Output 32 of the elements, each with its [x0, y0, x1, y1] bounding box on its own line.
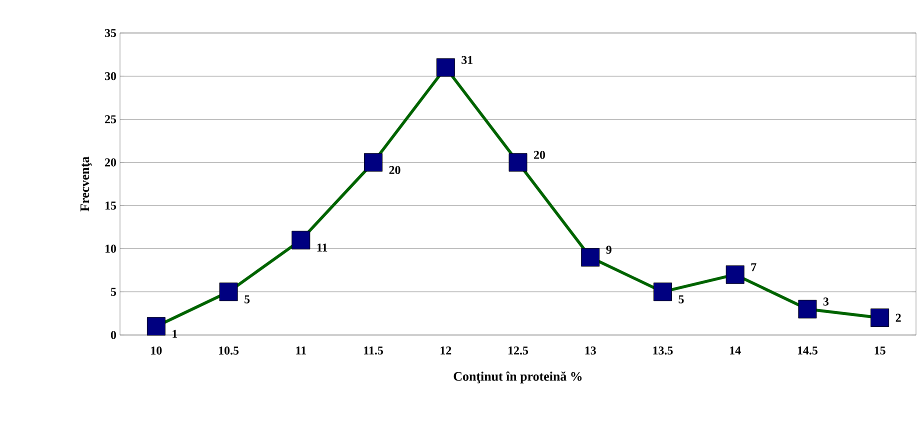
data-label: 1	[172, 330, 178, 338]
x-tick-label: 11.5	[364, 346, 383, 355]
x-tick-label: 11	[296, 346, 306, 354]
data-label: 31	[462, 56, 472, 64]
data-label: 20	[534, 150, 546, 159]
y-tick-label: 5	[110, 288, 116, 296]
x-axis-title: Conţinut în proteină %	[454, 371, 582, 384]
data-label: 11	[317, 244, 328, 252]
x-tick-label: 13	[585, 346, 596, 355]
x-tick-label: 10	[151, 346, 162, 355]
x-tick-label: 14	[730, 346, 741, 354]
y-tick-label: 35	[104, 28, 116, 38]
x-tick-label: 15	[874, 346, 886, 355]
y-tick-label: 20	[105, 158, 116, 166]
x-tick-label: 10.5	[219, 346, 239, 355]
x-tick-label: 12.5	[508, 346, 528, 355]
y-tick-label: 30	[104, 72, 116, 80]
y-tick-label: 25	[105, 115, 116, 124]
data-label: 3	[823, 298, 829, 306]
data-label: 5	[678, 295, 684, 304]
y-axis-title: Frecvenţa	[80, 156, 92, 212]
data-label: 7	[751, 263, 756, 272]
y-tick-label: 0	[110, 330, 116, 340]
x-tick-label: 14.5	[798, 346, 818, 355]
y-tick-label: 10	[105, 244, 116, 253]
data-label: 5	[244, 295, 250, 304]
x-tick-label: 12	[440, 346, 452, 354]
data-label: 2	[896, 314, 901, 322]
data-label: 20	[389, 166, 400, 174]
y-tick-label: 15	[105, 202, 116, 210]
x-tick-label: 13.5	[653, 346, 673, 355]
data-label: 9	[606, 246, 612, 254]
